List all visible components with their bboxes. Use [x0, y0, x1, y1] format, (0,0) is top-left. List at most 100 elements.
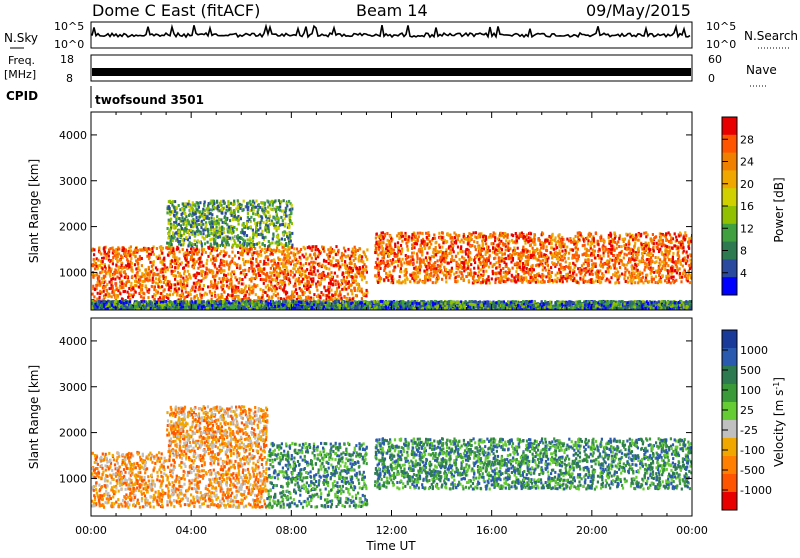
power-echo-cell — [249, 209, 251, 212]
power-echo-cell — [237, 251, 239, 254]
power-echo-cell — [686, 251, 688, 254]
power-echo-cell — [298, 270, 300, 273]
power-echo-cell — [205, 235, 207, 238]
power-echo-cell — [140, 288, 142, 291]
power-echo-cell — [261, 278, 263, 281]
power-echo-cell — [640, 234, 642, 237]
power-echo-cell — [379, 234, 381, 237]
power-echo-cell — [267, 255, 269, 258]
power-echo-cell — [493, 231, 495, 234]
power-echo-cell — [184, 213, 186, 216]
power-echo-cell — [425, 232, 427, 235]
power-echo-cell — [675, 260, 677, 263]
power-echo-cell — [241, 278, 243, 281]
power-echo-cell — [394, 255, 396, 258]
power-echo-cell — [354, 246, 356, 249]
power-echo-cell — [312, 245, 314, 248]
power-echo-cell — [172, 231, 174, 234]
power-echo-cell — [522, 262, 524, 265]
power-echo-cell — [192, 201, 194, 204]
power-echo-cell — [311, 280, 313, 283]
power-echo-cell — [595, 262, 597, 265]
power-echo-cell — [237, 296, 239, 299]
power-echo-cell — [375, 242, 377, 245]
power-echo-cell — [155, 277, 157, 280]
power-echo-cell — [275, 249, 277, 252]
power-echo-cell — [210, 200, 212, 203]
power-echo-cell — [229, 219, 231, 222]
station-title: Dome C East (fitACF) — [92, 1, 260, 20]
power-echo-cell — [568, 257, 570, 260]
power-echo-cell — [197, 219, 199, 222]
power-echo-cell — [112, 259, 114, 262]
power-echo-cell — [157, 285, 159, 288]
power-echo-cell — [624, 271, 626, 274]
power-echo-cell — [195, 286, 197, 289]
power-echo-cell — [616, 281, 618, 284]
power-echo-cell — [645, 247, 647, 250]
power-echo-cell — [184, 296, 186, 299]
power-echo-cell — [288, 282, 290, 285]
power-echo-cell — [210, 269, 212, 272]
power-echo-cell — [168, 205, 170, 208]
power-echo-cell — [216, 215, 218, 218]
power-echo-cell — [264, 229, 266, 232]
power-echo-cell — [189, 292, 191, 295]
power-echo-cell — [629, 279, 631, 282]
power-echo-cell — [237, 199, 239, 202]
power-echo-cell — [445, 252, 447, 255]
power-echo-cell — [300, 289, 302, 292]
power-echo-cell — [248, 202, 250, 205]
power-echo-cell — [529, 250, 531, 253]
power-echo-cell — [388, 264, 390, 267]
power-echo-cell — [603, 263, 605, 266]
power-echo-cell — [499, 251, 501, 254]
power-echo-cell — [178, 257, 180, 260]
power-echo-cell — [503, 236, 505, 239]
power-echo-cell — [498, 271, 500, 274]
power-echo-cell — [119, 292, 121, 295]
power-echo-cell — [210, 258, 212, 261]
power-echo-cell — [267, 284, 269, 287]
power-echo-cell — [246, 260, 248, 263]
power-echo-cell — [470, 236, 472, 239]
power-echo-cell — [254, 222, 256, 225]
power-echo-cell — [149, 261, 151, 264]
power-echo-cell — [124, 266, 126, 269]
power-echo-cell — [569, 271, 571, 274]
power-echo-cell — [577, 248, 579, 251]
power-echo-cell — [318, 275, 320, 278]
power-echo-cell — [227, 293, 229, 296]
power-echo-cell — [223, 276, 225, 279]
power-echo-cell — [332, 250, 334, 253]
power-echo-cell — [344, 260, 346, 263]
power-echo-cell — [592, 281, 594, 284]
power-echo-cell — [169, 242, 171, 245]
power-echo-cell — [425, 256, 427, 259]
power-echo-cell — [445, 241, 447, 244]
power-echo-cell — [163, 257, 165, 260]
power-echo-cell — [198, 272, 200, 275]
power-echo-cell — [392, 258, 394, 261]
power-echo-cell — [313, 293, 315, 296]
power-echo-cell — [653, 278, 655, 281]
power-echo-cell — [432, 237, 434, 240]
power-echo-cell — [173, 274, 175, 277]
power-echo-cell — [495, 278, 497, 281]
power-echo-cell — [169, 228, 171, 231]
power-echo-cell — [318, 253, 320, 256]
power-echo-cell — [267, 258, 269, 261]
power-echo-cell — [271, 241, 273, 244]
power-echo-cell — [129, 293, 131, 296]
power-echo-cell — [556, 263, 558, 266]
power-echo-cell — [644, 269, 646, 272]
power-echo-cell — [405, 242, 407, 245]
power-echo-cell — [116, 271, 118, 274]
power-echo-cell — [429, 246, 431, 249]
power-echo-cell — [233, 202, 235, 205]
power-echo-cell — [179, 217, 181, 220]
power-echo-cell — [451, 236, 453, 239]
power-echo-cell — [333, 264, 335, 267]
power-echo-cell — [266, 221, 268, 224]
power-echo-cell — [652, 233, 654, 236]
